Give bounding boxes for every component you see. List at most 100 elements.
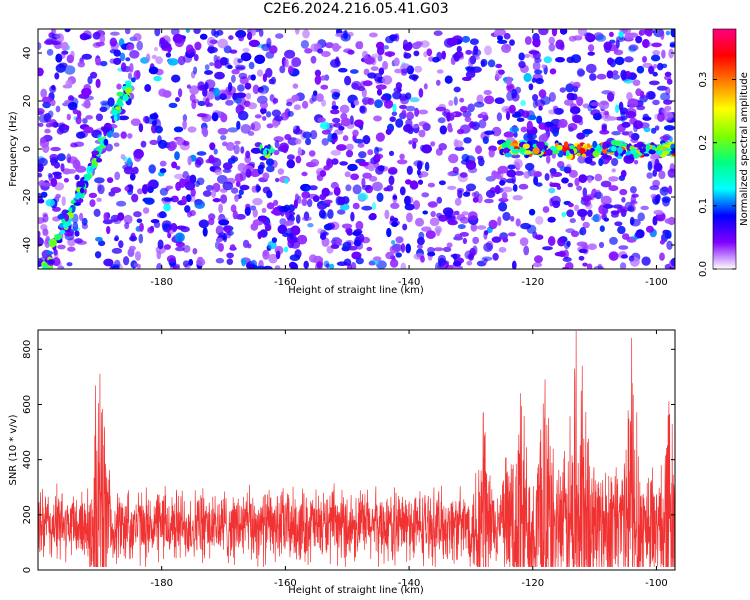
heatmap-cell: [568, 35, 577, 42]
heatmap-cell: [355, 257, 364, 265]
heatmap-cell: [446, 37, 458, 47]
heatmap-cell: [603, 110, 609, 116]
heatmap-cell: [342, 135, 349, 142]
heatmap-cell: [606, 70, 614, 79]
heatmap-cell: [217, 127, 229, 135]
heatmap-cell: [532, 99, 538, 109]
heatmap-cell: [158, 88, 167, 97]
heatmap-cell: [368, 260, 376, 266]
heatmap-cell: [571, 230, 579, 237]
heatmap-cell: [438, 180, 446, 186]
y-tick-label: 40: [22, 47, 33, 60]
heatmap-cell: [341, 117, 351, 127]
spectrogram-panel: -180 -160 -140 -120 -100 -40 -20 0 20 40 Height …: [8, 28, 676, 296]
heatmap-cell: [528, 83, 534, 91]
heatmap-cell: [542, 206, 550, 213]
heatmap-cell: [632, 79, 641, 86]
snr-x-axis-label: Height of straight line (km): [288, 585, 424, 596]
heatmap-cell: [350, 69, 359, 74]
heatmap-cell: [312, 195, 320, 202]
heatmap-cell: [634, 232, 642, 239]
heatmap-cell: [169, 229, 174, 235]
heatmap-cell: [523, 171, 531, 179]
heatmap-cell: [423, 83, 428, 90]
heatmap-cell: [285, 212, 290, 219]
heatmap-cell: [128, 245, 136, 251]
heatmap-cell: [447, 185, 457, 190]
heatmap-cell: [644, 29, 653, 36]
heatmap-cell: [351, 82, 359, 90]
heatmap-cell: [370, 66, 379, 71]
heatmap-cell: [119, 52, 126, 62]
y-tick-label: 600: [22, 395, 33, 414]
heatmap-cell: [290, 225, 301, 236]
heatmap-cell: [40, 137, 46, 144]
heatmap-cell: [178, 88, 183, 98]
heatmap-cell: [488, 219, 498, 230]
heatmap-cell: [480, 58, 488, 67]
heatmap-cell: [323, 165, 331, 171]
heatmap-cell: [154, 125, 163, 134]
heatmap-cell: [497, 165, 509, 174]
heatmap-cell: [99, 34, 106, 44]
heatmap-cell: [587, 209, 593, 217]
heatmap-cell: [170, 195, 179, 203]
heatmap-cell: [358, 161, 369, 167]
heatmap-cell: [150, 219, 160, 224]
heatmap-cell: [195, 157, 204, 166]
heatmap-cell: [182, 140, 190, 146]
heatmap-cell: [74, 230, 80, 237]
heatmap-cell: [189, 93, 196, 102]
heatmap-cell: [245, 92, 252, 100]
heatmap-cell: [66, 113, 72, 121]
heatmap-feature-cell: [581, 153, 587, 158]
heatmap-cell: [577, 155, 587, 164]
heatmap-cell: [117, 212, 125, 221]
y-tick-label: 20: [22, 95, 33, 108]
heatmap-cell: [352, 129, 359, 137]
heatmap-cell: [303, 211, 310, 221]
heatmap-cell: [620, 69, 627, 80]
heatmap-feature-cell: [267, 144, 271, 150]
heatmap-cell: [114, 235, 119, 242]
heatmap-cell: [250, 223, 259, 231]
heatmap-cell: [541, 133, 549, 142]
heatmap-cell: [250, 74, 256, 81]
heatmap-cell: [94, 251, 102, 259]
heatmap-cell: [647, 161, 653, 171]
colorbar-tick-label: 0.1: [698, 198, 709, 214]
heatmap-cell: [534, 69, 543, 75]
heatmap-cell: [225, 99, 234, 106]
heatmap-cell: [523, 73, 532, 82]
heatmap-cell: [81, 87, 92, 97]
heatmap-feature-cell: [629, 145, 634, 151]
heatmap-cell: [303, 260, 309, 269]
heatmap-cell: [663, 99, 673, 105]
heatmap-cell: [624, 32, 634, 41]
heatmap-cell: [133, 211, 142, 218]
heatmap-cell: [95, 78, 101, 88]
heatmap-feature-cell: [73, 202, 82, 206]
heatmap-cell: [615, 39, 620, 49]
heatmap-feature-cell: [54, 236, 61, 241]
heatmap-cell: [465, 183, 477, 192]
heatmap-cell: [373, 154, 381, 163]
heatmap-cell: [390, 202, 400, 209]
heatmap-cell: [406, 212, 413, 223]
heatmap-cell: [371, 202, 377, 211]
heatmap-cell: [442, 246, 452, 253]
heatmap-cell: [501, 192, 508, 200]
heatmap-cell: [151, 54, 157, 60]
heatmap-cell: [661, 49, 666, 59]
heatmap-cell: [103, 258, 114, 267]
heatmap-cell: [576, 96, 584, 107]
heatmap-cell: [381, 75, 393, 85]
heatmap-cell: [261, 207, 267, 214]
heatmap-cell: [81, 217, 88, 226]
heatmap-cell: [549, 182, 561, 187]
heatmap-cell: [277, 224, 287, 234]
heatmap-cell: [637, 212, 645, 222]
heatmap-feature-cell: [116, 99, 123, 108]
heatmap-cell: [559, 87, 566, 93]
heatmap-cell: [103, 212, 109, 222]
